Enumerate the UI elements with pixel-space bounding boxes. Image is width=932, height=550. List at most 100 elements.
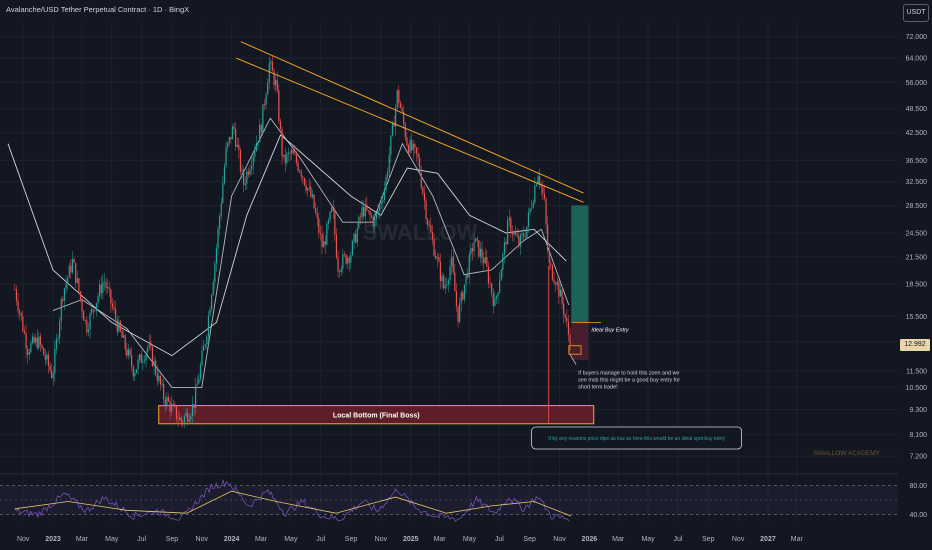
candle-body	[76, 278, 78, 283]
candle-body	[147, 347, 149, 353]
candle-body	[129, 349, 131, 356]
candle-body	[193, 404, 195, 408]
candle-body	[451, 256, 453, 267]
time-axis-label: Mar	[76, 536, 89, 543]
candle-body	[225, 147, 227, 167]
candle-body	[543, 193, 546, 199]
candle-body	[115, 309, 117, 320]
candle-body	[111, 303, 114, 308]
candle-body	[84, 320, 86, 321]
candle-body	[476, 238, 478, 241]
candle-body	[127, 349, 130, 357]
candle-body	[380, 202, 382, 205]
candle-body	[359, 216, 362, 218]
spot-note-box	[531, 426, 743, 450]
candle-body	[444, 285, 446, 289]
candle-body	[279, 121, 282, 130]
candle-body	[457, 306, 459, 322]
candle-body	[443, 275, 445, 289]
candle-body	[492, 293, 494, 307]
candle-body	[289, 152, 291, 154]
candle-body	[265, 94, 267, 105]
candle-body	[131, 355, 133, 367]
candle-body	[542, 186, 544, 194]
candle-body	[217, 228, 219, 249]
candle-body	[246, 171, 248, 184]
candle-body	[407, 145, 410, 154]
candle-body	[51, 370, 53, 378]
candle-body	[67, 277, 69, 283]
candle-body	[327, 220, 330, 224]
candle-body	[139, 354, 141, 360]
candle-body	[499, 280, 501, 293]
candle-body	[399, 102, 402, 108]
candle-body	[435, 255, 437, 259]
candle-body	[497, 292, 499, 297]
candle-body	[28, 352, 30, 355]
chart-title: Avalanche/USD Tether Perpetual Contract …	[6, 5, 190, 14]
candle-body	[358, 216, 360, 229]
candle-body	[196, 383, 198, 386]
time-axis-label: 2023	[45, 536, 61, 543]
candle-body	[132, 366, 134, 377]
candle-body	[532, 202, 534, 208]
candle-body	[495, 296, 498, 299]
candle-body	[545, 198, 547, 225]
candle-body	[431, 232, 434, 240]
candle-body	[297, 162, 299, 171]
candle-body	[119, 321, 122, 331]
candle-body	[108, 287, 110, 290]
candle-body	[436, 257, 438, 259]
candle-body	[313, 194, 315, 209]
candle-body	[151, 346, 154, 366]
candle-body	[353, 233, 355, 242]
candle-body	[347, 257, 349, 264]
candle-body	[428, 225, 430, 226]
candle-body	[123, 335, 125, 338]
candle-body	[255, 143, 258, 151]
candle-body	[252, 156, 254, 166]
candle-body	[291, 150, 293, 154]
candle-body	[332, 207, 334, 212]
candle-body	[212, 281, 214, 295]
ideal-buy-entry-label: Ideal Buy Entry	[591, 327, 630, 333]
candle-body	[257, 142, 259, 144]
candle-body	[270, 61, 272, 64]
candle-body	[97, 296, 99, 303]
candle-body	[83, 311, 85, 321]
candle-body	[475, 238, 477, 243]
candle-body	[25, 332, 27, 349]
candle-body	[300, 171, 302, 177]
candle-body	[99, 284, 101, 297]
candle-body	[263, 104, 266, 105]
candle-body	[287, 152, 290, 154]
time-axis-label: Jul	[673, 536, 682, 543]
stop-loss-box	[571, 322, 589, 361]
candle-body	[46, 354, 48, 360]
trendline-lower	[235, 57, 584, 203]
price-axis-label: 56.000	[906, 80, 928, 87]
candle-body	[177, 419, 179, 420]
candle-body	[222, 183, 224, 203]
price-axis-label: 42.500	[906, 130, 928, 137]
candle-body	[187, 412, 189, 422]
candle-body	[446, 284, 448, 286]
time-axis-label: Nov	[196, 536, 209, 543]
candle-body	[244, 183, 246, 185]
candle-body	[57, 337, 59, 340]
candle-body	[518, 236, 520, 247]
candle-body	[172, 403, 174, 405]
candle-body	[223, 166, 226, 184]
currency-selector-button[interactable]: USDT	[903, 4, 929, 22]
candle-body	[71, 258, 74, 273]
time-axis-label: Nov	[375, 536, 388, 543]
candle-body	[124, 335, 126, 349]
candle-body	[44, 355, 46, 360]
candle-body	[23, 330, 26, 333]
candle-body	[20, 313, 22, 317]
last-price-tag: 12.992	[900, 339, 930, 351]
candle-body	[87, 329, 90, 333]
candle-body	[191, 404, 194, 416]
candle-body	[283, 154, 285, 157]
